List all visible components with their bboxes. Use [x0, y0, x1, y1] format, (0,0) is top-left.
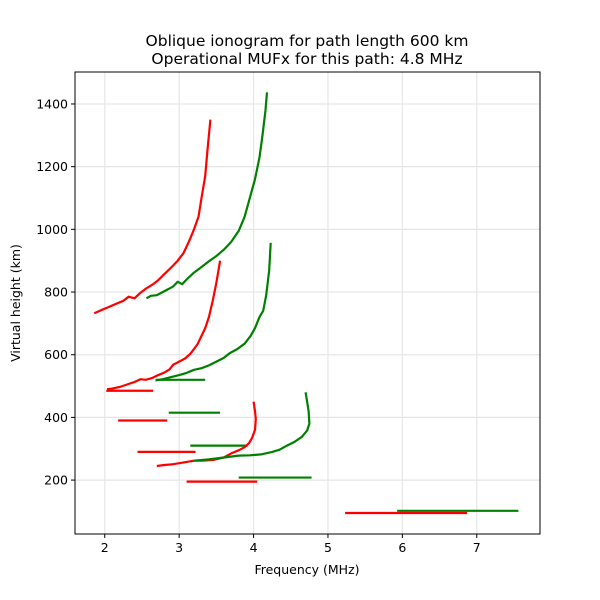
red-trace-curve [106, 260, 222, 391]
red-trace-curve [156, 401, 257, 468]
y-tick-label: 200 [44, 473, 68, 488]
green-trace-curve [193, 392, 311, 462]
plot-frame [74, 71, 541, 535]
x-tick-label: 6 [398, 540, 406, 555]
y-tick-label: 600 [44, 347, 68, 362]
y-tick-label: 1200 [36, 159, 68, 174]
x-axis-label: Frequency (MHz) [254, 562, 359, 577]
red-trace-curve [93, 119, 212, 315]
x-tick-label: 4 [250, 540, 258, 555]
green-trace-curve [155, 242, 272, 382]
green-trace-curve [145, 92, 269, 300]
x-tick-label: 7 [473, 540, 481, 555]
chart-title: Oblique ionogram for path length 600 km [146, 32, 469, 50]
y-tick-label: 1000 [36, 222, 68, 237]
y-tick-label: 1400 [36, 96, 68, 111]
x-tick-label: 2 [101, 540, 109, 555]
chart-subtitle: Operational MUFx for this path: 4.8 MHz [151, 50, 462, 68]
y-tick-label: 400 [44, 410, 68, 425]
x-tick-label: 3 [175, 540, 183, 555]
x-tick-label: 5 [324, 540, 332, 555]
y-tick-label: 800 [44, 285, 68, 300]
y-axis-label: Virtual height (km) [8, 244, 23, 362]
axis-ticks: 2 3 4 5 6 7 200 400 600 800 1000 1200 1400 [36, 96, 481, 555]
grid-lines [75, 72, 540, 534]
data-layer [93, 92, 519, 515]
